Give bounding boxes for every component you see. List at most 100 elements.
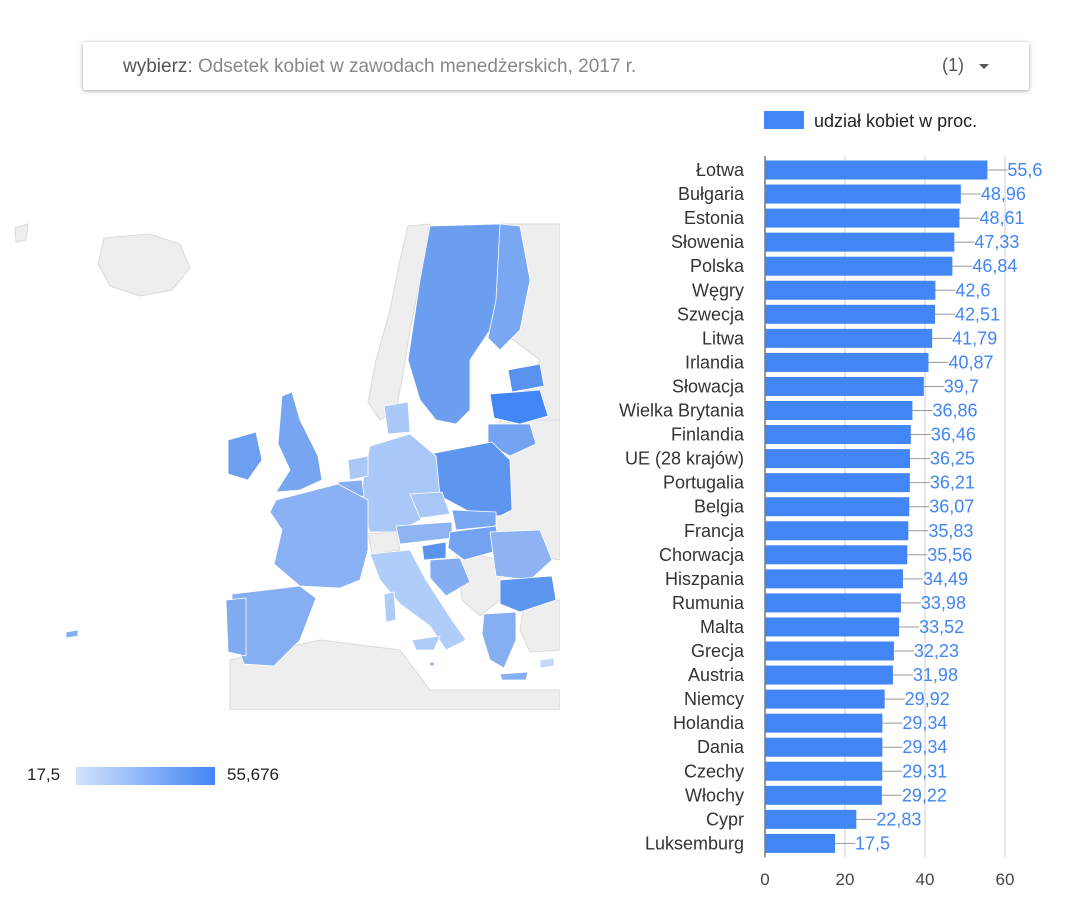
selector-value: Odsetek kobiet w zawodach menedżerskich,… bbox=[192, 56, 637, 77]
category-label: Czechy bbox=[684, 761, 744, 781]
category-label: Cypr bbox=[706, 809, 744, 829]
map-hungary bbox=[447, 525, 501, 561]
dropdown-caret-icon[interactable] bbox=[979, 64, 989, 69]
indicator-selector[interactable]: wybierz: Odsetek kobiet w zawodach mened… bbox=[83, 42, 1029, 90]
legend-label: udział kobiet w proc. bbox=[814, 111, 977, 131]
category-label: Belgia bbox=[694, 497, 745, 517]
chart-legend: udział kobiet w proc. bbox=[764, 111, 977, 131]
category-label: Łotwa bbox=[696, 160, 745, 180]
bar bbox=[765, 256, 953, 276]
x-tick-label: 40 bbox=[916, 870, 935, 889]
bar bbox=[765, 761, 883, 781]
selector-separator: : bbox=[187, 56, 193, 77]
bar bbox=[765, 473, 910, 493]
category-label: Węgry bbox=[692, 280, 744, 300]
category-label: Słowenia bbox=[671, 232, 745, 252]
map-italy bbox=[369, 549, 467, 651]
bar bbox=[765, 785, 882, 805]
legend-swatch bbox=[764, 111, 804, 129]
value-label: 41,79 bbox=[952, 328, 997, 348]
category-label: Holandia bbox=[673, 713, 745, 733]
bar bbox=[765, 569, 903, 589]
value-label: 39,7 bbox=[944, 376, 979, 396]
value-label: 29,34 bbox=[902, 713, 947, 733]
map-bulgaria bbox=[499, 575, 557, 613]
category-label: Portugalia bbox=[663, 473, 745, 493]
category-label: Włochy bbox=[685, 785, 744, 805]
x-tick-label: 20 bbox=[836, 870, 855, 889]
value-label: 47,33 bbox=[974, 232, 1019, 252]
map-lithuania bbox=[487, 423, 537, 457]
value-label: 40,87 bbox=[948, 352, 993, 372]
value-label: 34,49 bbox=[923, 569, 968, 589]
bar bbox=[765, 809, 857, 829]
category-label: Malta bbox=[700, 617, 745, 637]
value-label: 33,52 bbox=[919, 617, 964, 637]
bar bbox=[765, 521, 909, 541]
map-croatia bbox=[429, 557, 471, 597]
bar bbox=[765, 425, 911, 445]
value-label: 36,46 bbox=[931, 425, 976, 445]
bar bbox=[765, 713, 883, 733]
bar bbox=[765, 497, 910, 517]
map-slovenia bbox=[421, 541, 447, 561]
value-label: 29,34 bbox=[902, 737, 947, 757]
value-label: 48,61 bbox=[979, 208, 1024, 228]
value-label: 35,56 bbox=[927, 545, 972, 565]
land-iceland bbox=[97, 233, 191, 297]
map-crete bbox=[499, 671, 529, 681]
land-greenland-fragment bbox=[14, 223, 29, 243]
category-label: Grecja bbox=[691, 641, 745, 661]
value-label: 36,25 bbox=[930, 449, 975, 469]
category-label: Rumunia bbox=[672, 593, 745, 613]
category-label: Chorwacja bbox=[659, 545, 745, 565]
bar bbox=[765, 689, 885, 709]
map-denmark bbox=[383, 401, 411, 435]
map-czechia bbox=[409, 491, 451, 519]
value-label: 33,98 bbox=[921, 593, 966, 613]
value-label: 48,96 bbox=[981, 184, 1026, 204]
category-label: Estonia bbox=[684, 208, 745, 228]
category-label: Litwa bbox=[702, 328, 745, 348]
category-label: Hiszpania bbox=[665, 569, 745, 589]
map-estonia bbox=[507, 363, 545, 393]
x-tick-label: 0 bbox=[760, 870, 769, 889]
bar bbox=[765, 833, 835, 853]
color-scale-bar bbox=[76, 767, 215, 785]
map-member-states bbox=[65, 223, 557, 681]
bar bbox=[765, 665, 893, 685]
map-latvia bbox=[489, 389, 549, 425]
category-label: UE (28 krajów) bbox=[625, 449, 744, 469]
x-tick-label: 60 bbox=[996, 870, 1015, 889]
map-france bbox=[269, 483, 369, 589]
category-label: Finlandia bbox=[671, 425, 745, 445]
category-label: Słowacja bbox=[672, 376, 745, 396]
bar bbox=[765, 232, 955, 252]
land-switzerland bbox=[367, 531, 401, 555]
map-sardinia bbox=[383, 591, 397, 623]
bar bbox=[765, 737, 883, 757]
value-label: 29,22 bbox=[902, 785, 947, 805]
bar bbox=[765, 641, 894, 661]
map-cyprus bbox=[539, 657, 555, 669]
chart-value-labels: 55,6 48,96 48,61 47,33 46,84 42,6 42,51 41,79 40… bbox=[835, 160, 1042, 853]
selector-count: (1) bbox=[942, 55, 964, 75]
category-label: Wielka Brytania bbox=[619, 401, 745, 421]
map-ireland bbox=[227, 431, 263, 481]
europe-map bbox=[0, 220, 560, 710]
bar bbox=[765, 617, 900, 637]
value-label: 42,51 bbox=[955, 304, 1000, 324]
bar bbox=[765, 593, 901, 613]
selector-prefix: wybierz bbox=[123, 56, 188, 77]
category-label: Niemcy bbox=[684, 689, 744, 709]
bar bbox=[765, 401, 913, 420]
bar bbox=[765, 208, 960, 228]
land-balkans bbox=[455, 549, 501, 617]
value-label: 36,86 bbox=[932, 401, 977, 421]
scale-min-label: 17,5 bbox=[27, 765, 61, 784]
bar bbox=[765, 545, 908, 565]
category-label: Luksemburg bbox=[645, 833, 744, 853]
selector-text: wybierz: Odsetek kobiet w zawodach mened… bbox=[123, 56, 636, 78]
category-label: Dania bbox=[697, 737, 745, 757]
